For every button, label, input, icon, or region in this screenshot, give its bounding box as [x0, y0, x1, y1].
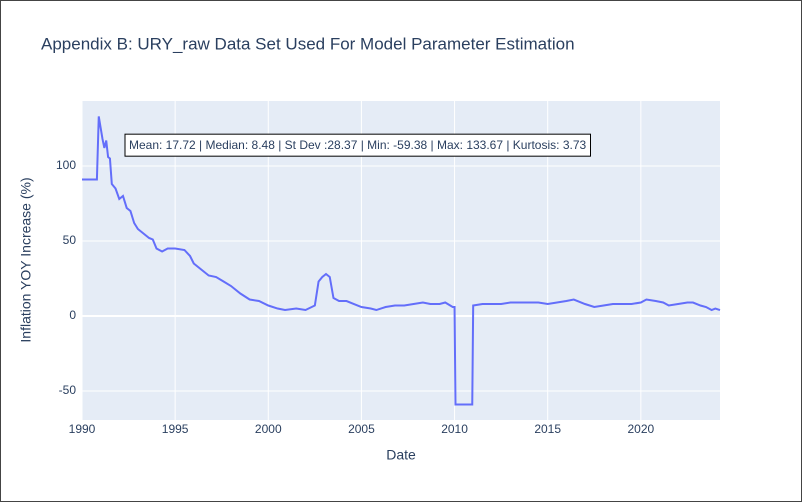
y-axis-title: Inflation YOY Increase (%) — [18, 177, 34, 342]
x-tick-label: 2000 — [255, 422, 282, 436]
x-tick-label: 2015 — [534, 422, 561, 436]
x-axis-title: Date — [386, 447, 416, 463]
annotation: Mean: 17.72 | Median: 8.48 | St Dev :28.… — [129, 138, 586, 152]
x-tick-label: 1990 — [69, 422, 96, 436]
x-tick-label: 2010 — [441, 422, 468, 436]
annotation-box — [124, 133, 591, 157]
x-tick-label: 2005 — [348, 422, 375, 436]
y-tick-label: 100 — [56, 158, 76, 172]
y-tick-label: -50 — [59, 383, 77, 397]
y-tick-label: 50 — [63, 233, 77, 247]
data-line — [82, 116, 721, 406]
x-tick-label: 1995 — [162, 422, 189, 436]
chart-title: Appendix B: URY_raw Data Set Used For Mo… — [41, 34, 575, 53]
x-tick-label: 2020 — [627, 422, 654, 436]
y-tick-label: 0 — [69, 308, 76, 322]
